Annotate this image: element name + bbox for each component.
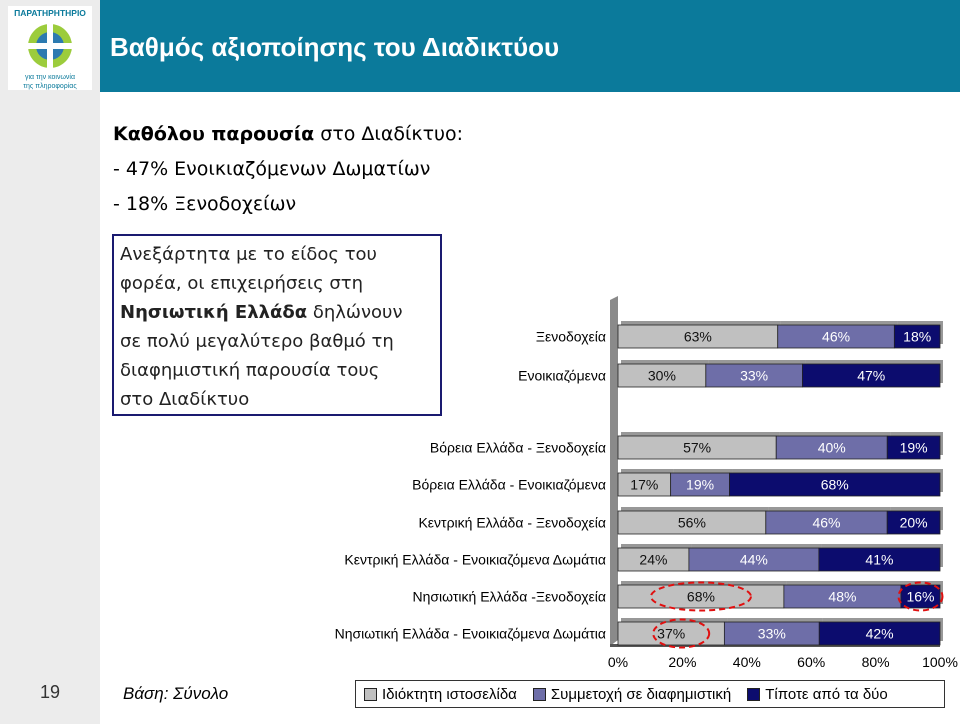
data-label: 20% [900,515,928,531]
intro-line3: - 18% Ξενοδοχείων [113,193,297,215]
category-label: Κεντρική Ελλάδα - Ξενοδοχεία [418,515,606,531]
chart-wall [610,296,618,646]
x-tick-label: 0% [608,654,628,670]
data-label: 63% [684,329,712,345]
data-label: 33% [758,626,786,642]
intro-text: Καθόλου παρουσία στο Διαδίκτυο: - 47% Εν… [113,117,463,222]
legend-label: Ιδιόκτητη ιστοσελίδα [382,685,517,703]
callout-line6: στο Διαδίκτυο [120,389,250,410]
data-label: 46% [822,329,850,345]
legend-swatch [364,687,377,701]
data-label: 42% [866,626,894,642]
highlight-oval [649,581,752,612]
callout-line3: δηλώνουν [307,302,403,323]
data-label: 57% [683,440,711,456]
data-label: 33% [740,368,768,384]
data-label: 56% [678,515,706,531]
category-label: Νησιωτική Ελλάδα - Ενοικιαζόμενα Δωμάτια [335,626,606,642]
legend-label: Τίποτε από τα δύο [765,685,888,703]
category-label: Βόρεια Ελλάδα - Ξενοδοχεία [430,440,606,456]
callout-bold: Νησιωτική Ελλάδα [120,302,308,323]
svg-text:ΠΑΡΑΤΗΡΗΤΗΡΙΟ: ΠΑΡΑΤΗΡΗΤΗΡΙΟ [14,8,86,18]
data-label: 19% [900,440,928,456]
x-axis-line [610,644,940,647]
legend-item-nothing: Τίποτε από τα δύο [747,686,888,703]
callout-box: Ανεξάρτητα με το είδος του φορέα, οι επι… [112,234,442,416]
x-tick-label: 60% [797,654,825,670]
x-tick-label: 100% [922,654,958,670]
x-tick-label: 80% [862,654,890,670]
category-label: Βόρεια Ελλάδα - Ενοικιαζόμενα [412,477,606,493]
intro-bold: Καθόλου παρουσία [113,123,315,145]
data-label: 68% [687,589,715,605]
svg-text:για την κοινωνία: για την κοινωνία [25,73,75,81]
legend-swatch [747,687,761,701]
bar-segment [900,584,941,609]
header-band [100,0,960,92]
category-label: Ενοικιαζόμενα [518,368,606,384]
bar-segment [818,621,941,646]
highlight-oval [652,618,711,649]
callout-line5: διαφημιστική παρουσία τους [120,360,380,381]
intro-line2: - 47% Ενοικιαζόμενων Δωματίων [113,158,431,180]
data-label: 41% [865,552,893,568]
data-label: 24% [639,552,667,568]
x-tick-label: 20% [668,654,696,670]
intro-line1: στο Διαδίκτυο: [314,123,464,145]
category-label: Νησιωτική Ελλάδα -Ξενοδοχεία [413,589,606,605]
bar-segment [886,435,941,460]
category-label: Ξενοδοχεία [536,329,606,345]
legend-label: Συμμετοχή σε διαφημιστική [550,685,732,703]
data-label: 18% [903,329,931,345]
data-label: 68% [821,477,849,493]
data-label: 40% [818,440,846,456]
legend-item-ad: Συμμετοχή σε διαφημιστική [532,685,732,703]
logo-icon: ΠΑΡΑΤΗΡΗΤΗΡΙΟ για την κοινωνία της πληρο… [8,6,92,90]
data-label: 16% [906,589,934,605]
callout-line2: φορέα, οι επιχειρήσεις στη [120,273,364,294]
basis-note: Βάση: Σύνολο [123,684,229,703]
category-label: Κεντρική Ελλάδα - Ενοικιαζόμενα Δωμάτια [344,552,606,568]
left-sidebar [0,0,100,724]
bar-segment [893,324,941,349]
data-label: 47% [857,368,885,384]
page-title: Βαθμός αξιοποίησης του Διαδικτύου [110,32,560,62]
data-label: 37% [657,626,685,642]
x-tick-label: 40% [733,654,761,670]
data-label: 17% [630,477,658,493]
data-label: 19% [686,477,714,493]
bar-segment [729,472,941,497]
data-label: 44% [740,552,768,568]
chart-legend: Ιδιόκτητη ιστοσελίδα Συμμετοχή σε διαφημ… [355,680,945,708]
data-label: 48% [828,589,856,605]
svg-text:της πληροφορίας: της πληροφορίας [23,82,77,90]
data-label: 30% [648,368,676,384]
callout-line1: Ανεξάρτητα με το είδος του [120,244,377,265]
bar-segment [886,510,941,535]
data-label: 46% [812,515,840,531]
slide-number: 19 [39,682,61,702]
legend-swatch [532,687,546,701]
legend-item-own-site: Ιδιόκτητη ιστοσελίδα [364,686,517,703]
callout-line4: σε πολύ μεγαλύτερο βαθμό τη [120,331,394,352]
highlight-oval [897,581,944,612]
bar-segment [802,363,941,388]
bar-segment [818,547,941,572]
